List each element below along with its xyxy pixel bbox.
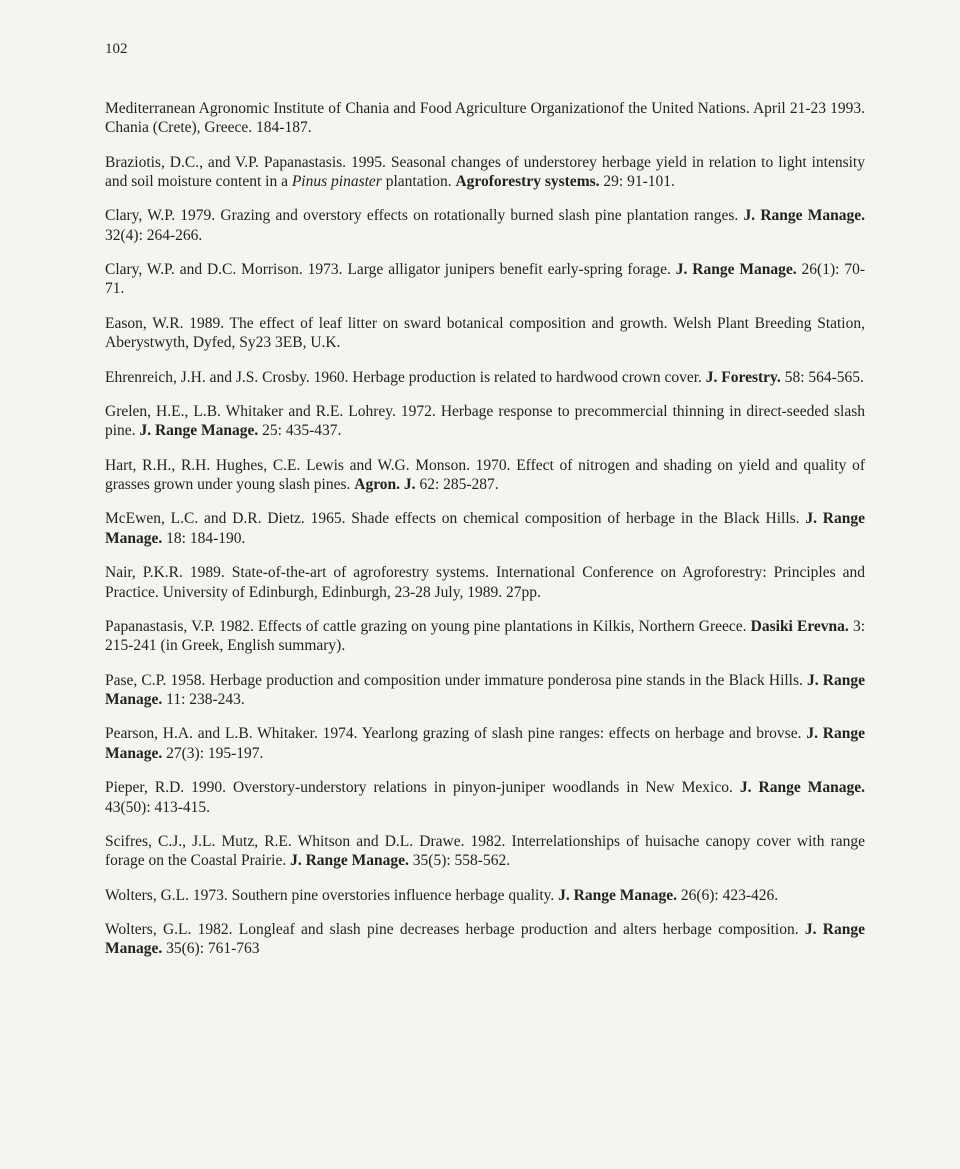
reference-text: 58: 564-565.	[781, 369, 864, 386]
reference-entry: Wolters, G.L. 1982. Longleaf and slash p…	[105, 920, 865, 959]
reference-text: Wolters, G.L. 1982. Longleaf and slash p…	[105, 921, 805, 938]
reference-text: 29: 91-101.	[600, 173, 675, 190]
reference-entry: Clary, W.P. 1979. Grazing and overstory …	[105, 206, 865, 245]
reference-text: Pieper, R.D. 1990. Overstory-understory …	[105, 779, 740, 796]
reference-text: J. Range Manage.	[290, 852, 409, 869]
reference-text: J. Range Manage.	[558, 887, 677, 904]
reference-entry: Nair, P.K.R. 1989. State-of-the-art of a…	[105, 563, 865, 602]
reference-text: 27(3): 195-197.	[162, 745, 263, 762]
reference-text: Dasiki Erevna.	[751, 618, 849, 635]
reference-entry: Ehrenreich, J.H. and J.S. Crosby. 1960. …	[105, 368, 865, 387]
reference-text: Pearson, H.A. and L.B. Whitaker. 1974. Y…	[105, 725, 806, 742]
reference-text: Pase, C.P. 1958. Herbage production and …	[105, 672, 807, 689]
reference-text: 32(4): 264-266.	[105, 227, 202, 244]
reference-entry: Pearson, H.A. and L.B. Whitaker. 1974. Y…	[105, 724, 865, 763]
page-number: 102	[105, 40, 865, 59]
reference-text: J. Forestry.	[706, 369, 781, 386]
reference-entry: Mediterranean Agronomic Institute of Cha…	[105, 99, 865, 138]
reference-entry: Clary, W.P. and D.C. Morrison. 1973. Lar…	[105, 260, 865, 299]
reference-entry: McEwen, L.C. and D.R. Dietz. 1965. Shade…	[105, 509, 865, 548]
reference-entry: Hart, R.H., R.H. Hughes, C.E. Lewis and …	[105, 456, 865, 495]
reference-text: Wolters, G.L. 1973. Southern pine overst…	[105, 887, 558, 904]
reference-text: Eason, W.R. 1989. The effect of leaf lit…	[105, 315, 865, 351]
reference-entry: Pieper, R.D. 1990. Overstory-understory …	[105, 778, 865, 817]
reference-text: plantation.	[382, 173, 456, 190]
reference-text: McEwen, L.C. and D.R. Dietz. 1965. Shade…	[105, 510, 805, 527]
reference-entry: Papanastasis, V.P. 1982. Effects of catt…	[105, 617, 865, 656]
reference-text: Pinus pinaster	[292, 173, 382, 190]
reference-text: Agroforestry systems.	[455, 173, 599, 190]
reference-text: Clary, W.P. and D.C. Morrison. 1973. Lar…	[105, 261, 676, 278]
reference-text: 62: 285-287.	[416, 476, 499, 493]
reference-text: Ehrenreich, J.H. and J.S. Crosby. 1960. …	[105, 369, 706, 386]
reference-text: 35(6): 761-763	[162, 940, 259, 957]
reference-text: J. Range Manage.	[676, 261, 797, 278]
reference-text: Nair, P.K.R. 1989. State-of-the-art of a…	[105, 564, 865, 600]
reference-text: 26(6): 423-426.	[677, 887, 778, 904]
reference-list: Mediterranean Agronomic Institute of Cha…	[105, 99, 865, 959]
reference-text: 25: 435-437.	[258, 422, 341, 439]
reference-text: Papanastasis, V.P. 1982. Effects of catt…	[105, 618, 751, 635]
reference-entry: Braziotis, D.C., and V.P. Papanastasis. …	[105, 153, 865, 192]
reference-text: Clary, W.P. 1979. Grazing and overstory …	[105, 207, 744, 224]
reference-text: 43(50): 413-415.	[105, 799, 210, 816]
reference-text: J. Range Manage.	[139, 422, 258, 439]
reference-entry: Scifres, C.J., J.L. Mutz, R.E. Whitson a…	[105, 832, 865, 871]
reference-text: 11: 238-243.	[162, 691, 245, 708]
reference-text: Mediterranean Agronomic Institute of Cha…	[105, 100, 865, 136]
reference-entry: Pase, C.P. 1958. Herbage production and …	[105, 671, 865, 710]
reference-text: 18: 184-190.	[162, 530, 245, 547]
reference-text: Agron. J.	[354, 476, 415, 493]
reference-entry: Grelen, H.E., L.B. Whitaker and R.E. Loh…	[105, 402, 865, 441]
reference-entry: Eason, W.R. 1989. The effect of leaf lit…	[105, 314, 865, 353]
reference-text: J. Range Manage.	[744, 207, 866, 224]
reference-text: 35(5): 558-562.	[409, 852, 510, 869]
reference-entry: Wolters, G.L. 1973. Southern pine overst…	[105, 886, 865, 905]
page-content: 102 Mediterranean Agronomic Institute of…	[0, 0, 960, 1014]
reference-text: J. Range Manage.	[740, 779, 865, 796]
